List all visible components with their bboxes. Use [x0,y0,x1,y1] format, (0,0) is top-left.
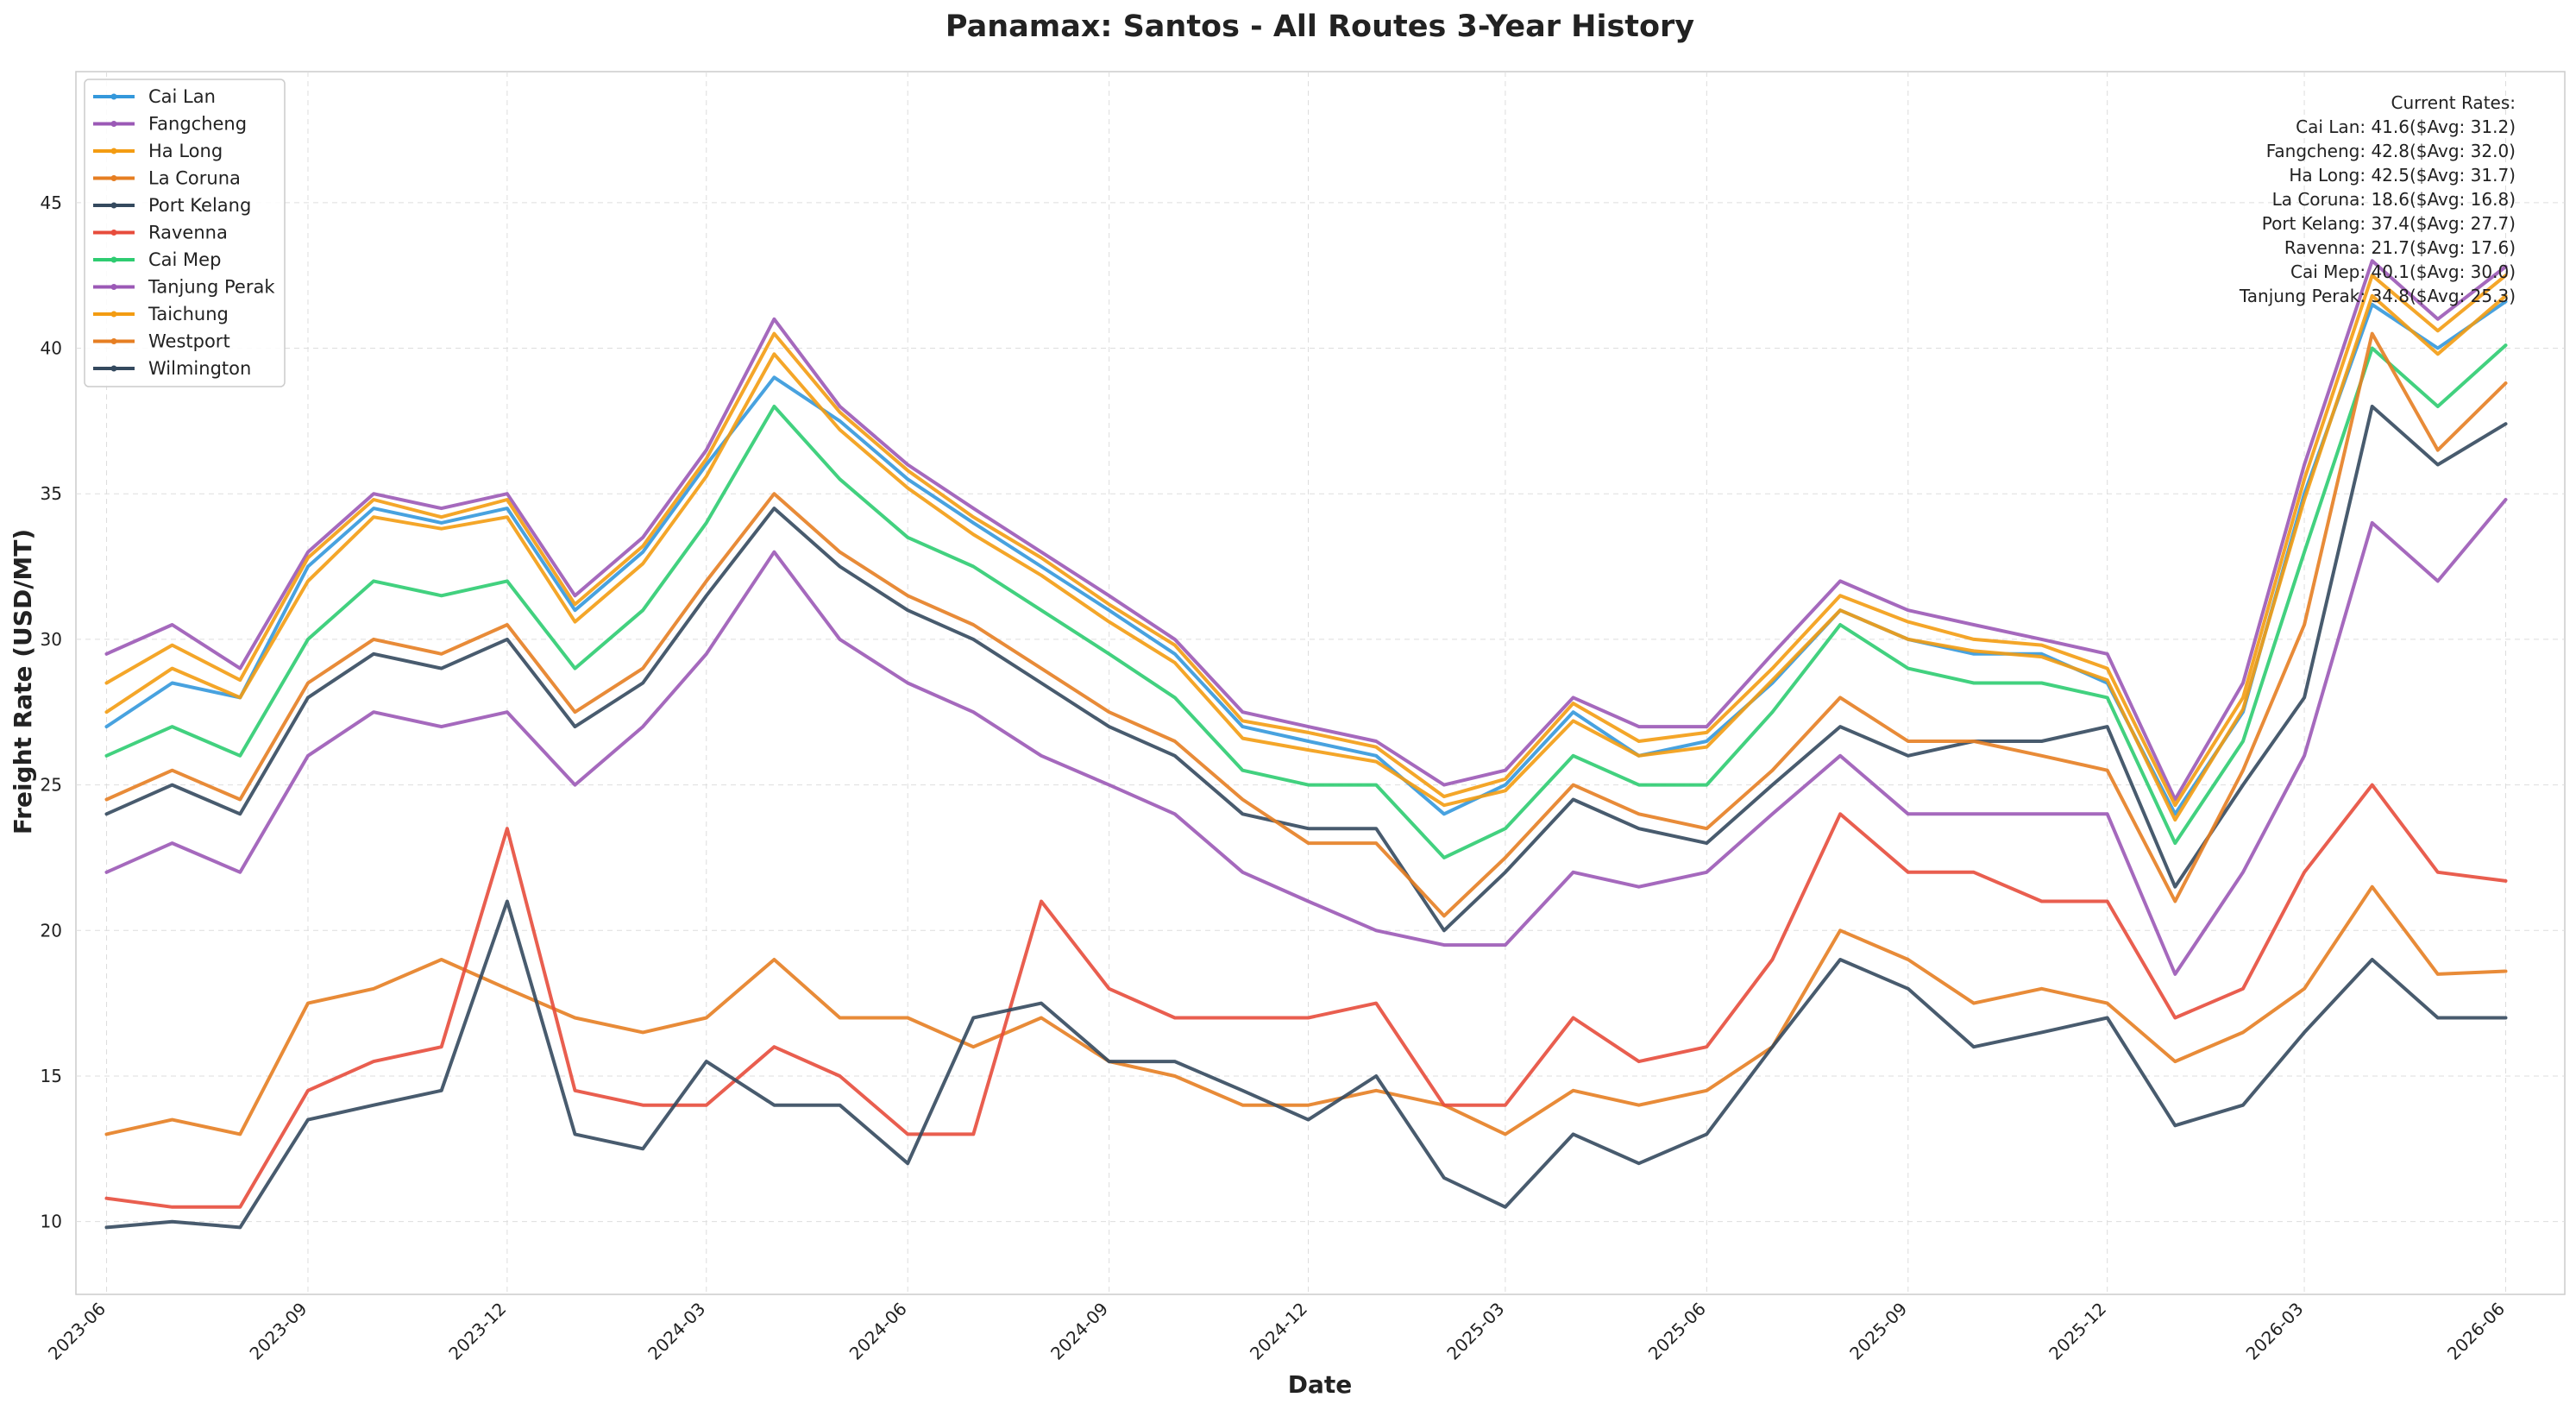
series-line-westport [104,331,2508,918]
series-line-wilmington [104,899,2508,1230]
y-tick-label: 20 [41,920,62,941]
series-line-ha-long [104,274,2508,808]
legend-label-tanjung-perak: Tanjung Perak [148,277,275,298]
x-tick-label: 2025-12 [2045,1299,2110,1364]
y-tick-label: 10 [41,1212,62,1232]
plot-background [75,71,2566,1295]
current-rate-line: Cai Mep: 40.1($Avg: 30.0) [2290,261,2516,282]
series-line-ravenna [104,783,2508,1209]
legend-label-cai-lan: Cai Lan [148,86,216,107]
legend-marker-ravenna [110,230,117,236]
y-tick-label: 35 [41,483,62,504]
legend-marker-tanjung-perak [110,284,117,290]
legend-label-port-kelang: Port Kelang [148,195,251,216]
legend-marker-westport [110,338,117,344]
current-rates-header: Current Rates: [2391,92,2516,113]
legend-label-cai-mep: Cai Mep [148,249,221,270]
legend-marker-cai-lan [110,93,117,100]
current-rate-line: La Coruna: 18.6($Avg: 16.8) [2272,189,2516,210]
legend-label-fangcheng: Fangcheng [148,114,247,135]
x-tick-label: 2024-06 [845,1299,911,1364]
x-tick-label: 2025-03 [1442,1299,1508,1364]
legend-marker-cai-mep [110,256,117,263]
legend-label-westport: Westport [148,331,230,352]
x-tick-label: 2026-03 [2242,1299,2308,1364]
legend-marker-port-kelang [110,202,117,209]
current-rate-line: Port Kelang: 37.4($Avg: 27.7) [2262,213,2516,234]
chart-title: Panamax: Santos - All Routes 3-Year Hist… [946,9,1694,44]
x-tick-label: 2024-12 [1246,1299,1311,1364]
legend-label-taichung: Taichung [148,304,229,324]
series-line-taichung [104,293,2508,822]
legend-marker-la-coruna [110,175,117,181]
y-axis-title: Freight Rate (USD/MT) [9,529,37,834]
series-line-tanjung-perak [104,498,2508,976]
legend-marker-taichung [110,311,117,318]
legend-label-ha-long: Ha Long [148,141,223,161]
legend: Cai Lan Fangcheng Ha Long La Coruna Port Kel… [84,79,286,387]
y-axis-ticks: 10 15 20 25 30 35 40 45 [41,192,62,1232]
x-tick-label: 2023-06 [44,1299,110,1364]
current-rate-line: Ravenna: 21.7($Avg: 17.6) [2284,237,2516,258]
current-rate-line: Fangcheng: 42.8($Avg: 32.0) [2266,141,2516,161]
x-tick-label: 2024-03 [644,1299,709,1364]
x-axis-title: Date [1288,1370,1353,1399]
y-tick-label: 15 [41,1066,62,1086]
series-lines [104,259,2508,1230]
x-axis-ticks: 2023-06 2023-09 2023-12 2024-03 2024-06 2024-… [44,1299,2509,1364]
x-tick-label: 2023-09 [245,1299,311,1364]
x-tick-label: 2024-09 [1046,1299,1112,1364]
y-tick-label: 45 [41,192,62,213]
legend-label-wilmington: Wilmington [148,358,251,379]
series-line-cai-mep [104,343,2508,859]
current-rate-line: Cai Lan: 41.6($Avg: 31.2) [2296,116,2516,137]
legend-box [84,79,286,387]
series-line-la-coruna [104,884,2508,1136]
x-tick-label: 2023-12 [444,1299,510,1364]
current-rates-annotation: Current Rates: Cai Lan: 41.6($Avg: 31.2)… [2239,92,2516,306]
y-tick-label: 40 [41,338,62,359]
series-line-port-kelang [104,405,2508,933]
x-tick-label: 2025-09 [1845,1299,1911,1364]
y-tick-label: 30 [41,629,62,650]
current-rate-line: Tanjung Perak: 34.8($Avg: 25.3) [2239,286,2516,306]
legend-marker-fangcheng [110,121,117,127]
current-rate-line: Ha Long: 42.5($Avg: 31.7) [2289,165,2516,186]
x-tick-label: 2025-06 [1644,1299,1710,1364]
x-tick-label: 2026-06 [2443,1299,2509,1364]
legend-label-ravenna: Ravenna [148,223,228,243]
legend-marker-wilmington [110,365,117,372]
legend-label-la-coruna: La Coruna [148,168,241,189]
y-tick-label: 25 [41,775,62,796]
series-line-fangcheng [104,259,2508,802]
legend-marker-ha-long [110,148,117,154]
grid [76,72,2565,1294]
